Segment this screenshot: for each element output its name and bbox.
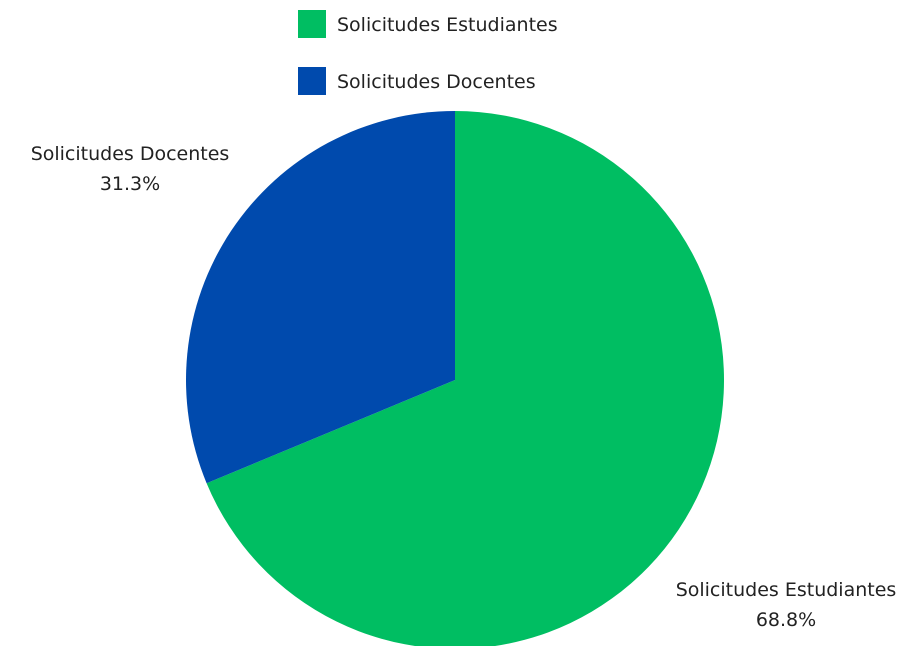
- slice-label-solicitudes-estudiantes: Solicitudes Estudiantes 68.8%: [676, 579, 897, 631]
- pie-slice-solicitudes-estudiantes: [206, 111, 725, 650]
- slice-label-value: 31.3%: [100, 173, 160, 195]
- legend-item-solicitudes-docentes: Solicitudes Docentes: [298, 67, 536, 95]
- legend-label-solicitudes-docentes: Solicitudes Docentes: [337, 71, 536, 93]
- slice-label-name: Solicitudes Estudiantes: [676, 579, 897, 601]
- legend-label-solicitudes-estudiantes: Solicitudes Estudiantes: [337, 14, 558, 36]
- pie-slice-solicitudes-docentes: [186, 111, 456, 484]
- slice-label-solicitudes-docentes: Solicitudes Docentes 31.3%: [31, 143, 230, 195]
- slice-label-name: Solicitudes Docentes: [31, 143, 230, 165]
- legend-swatch-solicitudes-docentes: [298, 67, 326, 95]
- legend-swatch-solicitudes-estudiantes: [298, 10, 326, 38]
- pie-slices: [186, 111, 725, 650]
- chart-legend: Solicitudes Estudiantes Solicitudes Docen…: [298, 10, 558, 95]
- legend-item-solicitudes-estudiantes: Solicitudes Estudiantes: [298, 10, 558, 38]
- slice-label-value: 68.8%: [756, 609, 816, 631]
- slice-labels: Solicitudes Estudiantes68.8%Solicitudes …: [31, 143, 897, 631]
